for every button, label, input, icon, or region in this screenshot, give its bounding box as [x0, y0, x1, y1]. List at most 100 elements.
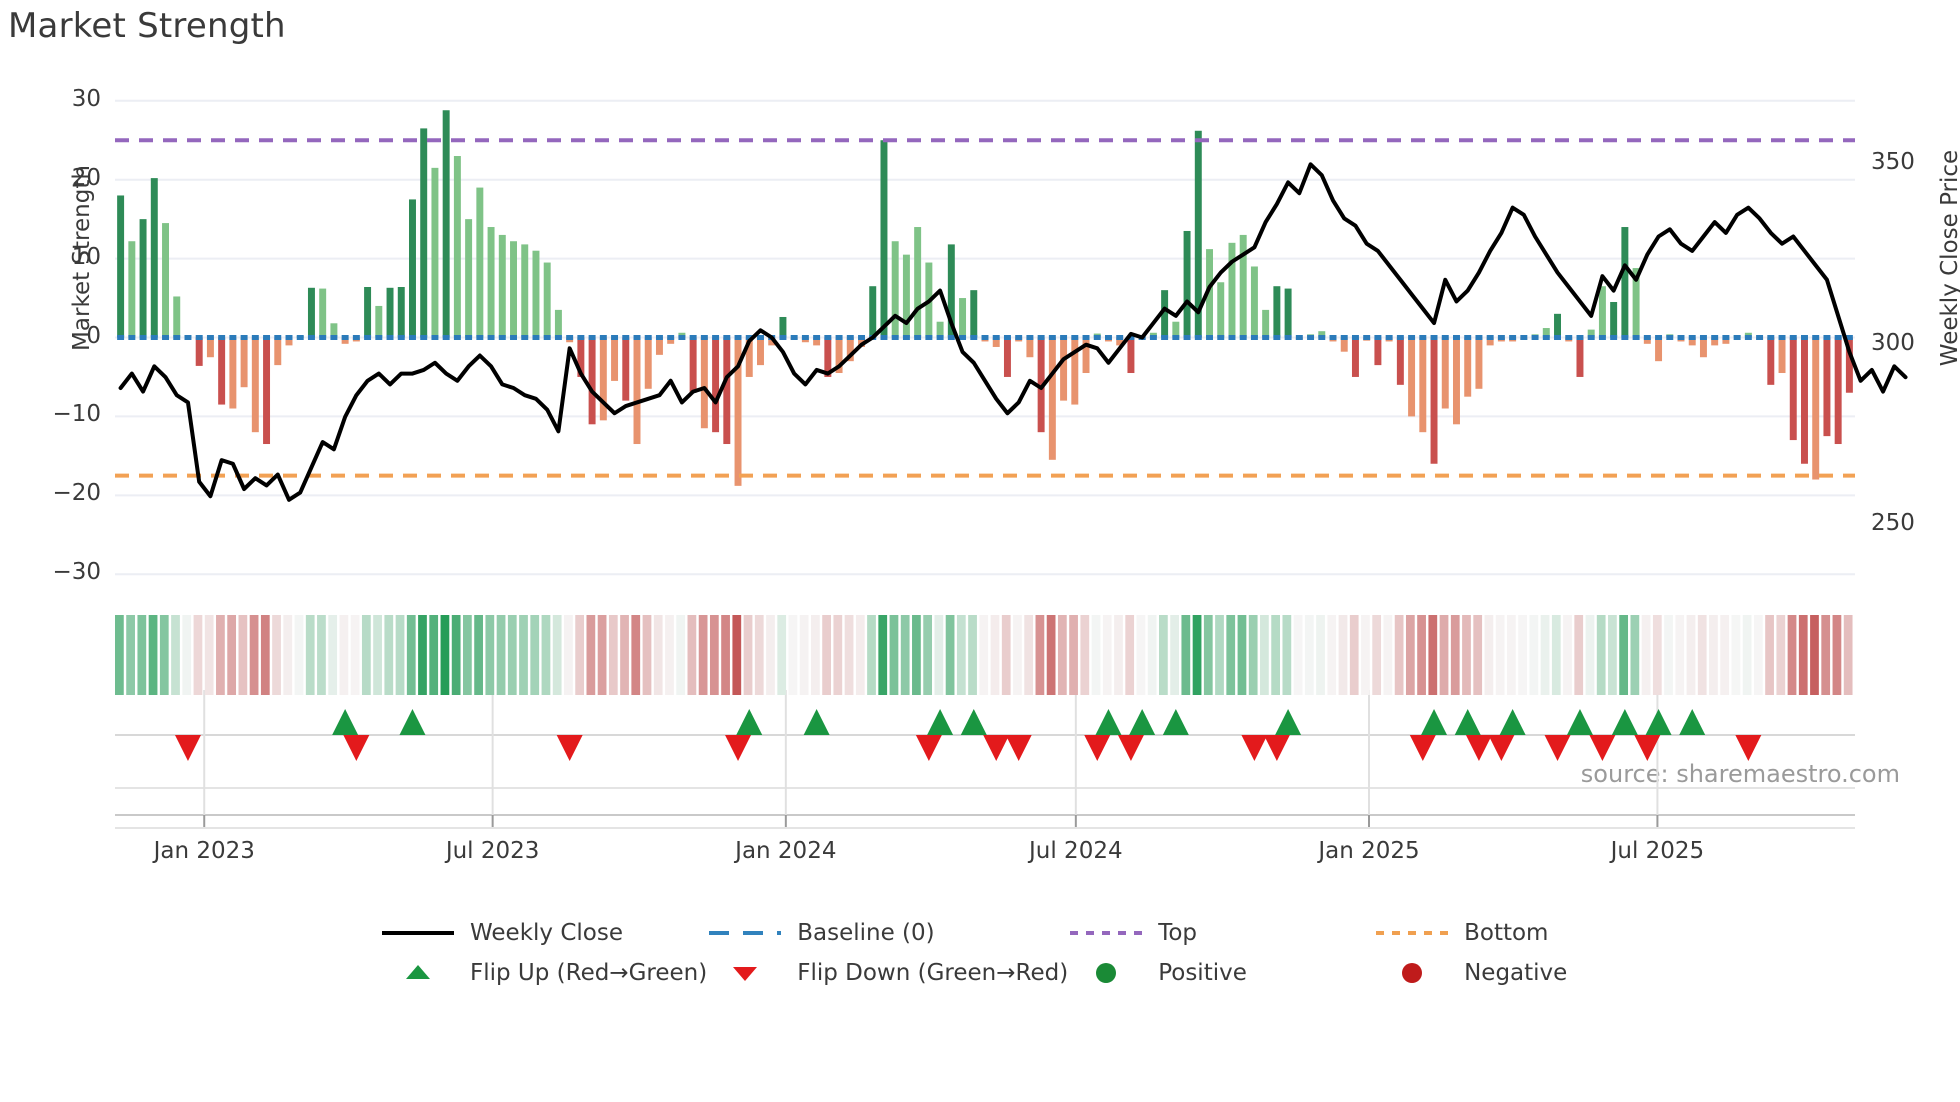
heatmap-cell [620, 615, 629, 695]
strength-bar [195, 337, 203, 366]
heatmap-cell [283, 615, 293, 695]
strength-bar [1374, 337, 1382, 366]
heatmap-cell [1080, 615, 1090, 695]
strength-bar [1026, 337, 1034, 358]
strength-bar [1284, 288, 1292, 338]
legend-item[interactable]: Weekly Close [380, 920, 707, 946]
flip-up-marker [1679, 709, 1706, 735]
dashed-line [707, 922, 783, 944]
legend-item[interactable]: Negative [1374, 960, 1680, 986]
flip-down-marker [1005, 735, 1032, 761]
strength-bar [1610, 301, 1618, 338]
heatmap-cell [990, 615, 1000, 695]
legend-label: Negative [1464, 960, 1568, 986]
strength-bar [1419, 337, 1427, 433]
heatmap-cell [900, 615, 910, 695]
heatmap-cell [1057, 615, 1067, 695]
strength-bar [622, 337, 630, 401]
strength-bar [1464, 337, 1472, 397]
flip-up-marker [736, 709, 763, 735]
legend-label: Weekly Close [470, 920, 623, 946]
heatmap-cell [272, 615, 281, 695]
heatmap-cell [698, 615, 708, 695]
strength-bar [1250, 266, 1258, 338]
heatmap-cell [1192, 615, 1202, 695]
strength-bar [330, 323, 338, 338]
heatmap-cell [1024, 615, 1034, 695]
heatmap-cell [1035, 615, 1045, 695]
heatmap-cell [328, 615, 338, 695]
heatmap-cell [586, 615, 596, 695]
x-axis-tick: Jan 2025 [1318, 838, 1420, 864]
heatmap-cell [1551, 615, 1561, 695]
heatmap-cell [1181, 615, 1191, 695]
flip-down-marker [343, 735, 370, 761]
y-axis-left-tick: −20 [52, 480, 101, 507]
strength-bar [1262, 309, 1270, 338]
heatmap-cell [934, 615, 944, 695]
flip-down-marker [556, 735, 583, 761]
heatmap-cell [608, 615, 618, 695]
heatmap-cell [1742, 615, 1752, 695]
heatmap-cell [361, 615, 371, 695]
heatmap-cell [1675, 615, 1685, 695]
heatmap-cell [811, 615, 820, 695]
heatmap-cell [945, 615, 955, 695]
strength-bar [521, 244, 529, 338]
strength-bar [341, 337, 349, 344]
heatmap-cell [216, 615, 225, 695]
flip-down-marker [1084, 735, 1111, 761]
strength-bar [1206, 249, 1213, 338]
strength-bar [1475, 337, 1483, 389]
heatmap-cell [1608, 615, 1617, 695]
heatmap-cell [642, 615, 652, 695]
legend-label: Bottom [1464, 920, 1549, 946]
y-axis-right-tick: 350 [1871, 149, 1915, 176]
strength-bar [1587, 329, 1595, 338]
legend-item[interactable]: Flip Down (Green→Red) [707, 960, 1068, 986]
legend-item[interactable]: Bottom [1374, 920, 1680, 946]
strength-bar [431, 167, 439, 338]
flip-up-marker [803, 709, 830, 735]
flip-up-marker [1129, 709, 1156, 735]
heatmap-cell [1428, 615, 1438, 695]
strength-bar [206, 337, 214, 358]
strength-bar [1183, 230, 1191, 338]
heatmap-cell [1114, 615, 1123, 695]
heatmap-cell [1372, 615, 1382, 695]
strength-bar [128, 241, 136, 338]
heatmap-cell [855, 615, 865, 695]
heatmap-cell [1574, 615, 1584, 695]
heatmap-cell [1450, 615, 1460, 695]
heatmap-cell [1349, 615, 1359, 695]
strength-bar [117, 195, 125, 338]
heatmap-cell [844, 615, 854, 695]
legend-item[interactable]: Flip Up (Red→Green) [380, 960, 707, 986]
heatmap-cell [1383, 615, 1393, 695]
strength-bar [970, 290, 978, 338]
strength-bar [251, 337, 259, 433]
heatmap-cell [305, 615, 315, 695]
strength-bar [1340, 337, 1348, 352]
strength-bar [1408, 337, 1416, 417]
strength-bar [959, 298, 967, 338]
heatmap-cell [766, 615, 775, 695]
heatmap-cell [788, 615, 798, 695]
strength-bar [1801, 337, 1808, 464]
heatmap-cell [249, 615, 259, 695]
strength-bar [532, 250, 540, 338]
legend-item[interactable]: Positive [1068, 960, 1374, 986]
legend-label: Top [1158, 920, 1198, 946]
strength-bar [734, 337, 742, 486]
heatmap-cell [485, 615, 495, 695]
legend-item[interactable]: Baseline (0) [707, 920, 1068, 946]
strength-bar [1273, 286, 1281, 338]
heatmap-cell [294, 615, 304, 695]
heatmap-cell [1226, 615, 1236, 695]
legend-item[interactable]: Top [1068, 920, 1374, 946]
strength-bar [1441, 337, 1449, 409]
y-axis-right-tick: 300 [1871, 329, 1915, 356]
flip-down-marker [1544, 735, 1571, 761]
heatmap-cell [260, 615, 270, 695]
